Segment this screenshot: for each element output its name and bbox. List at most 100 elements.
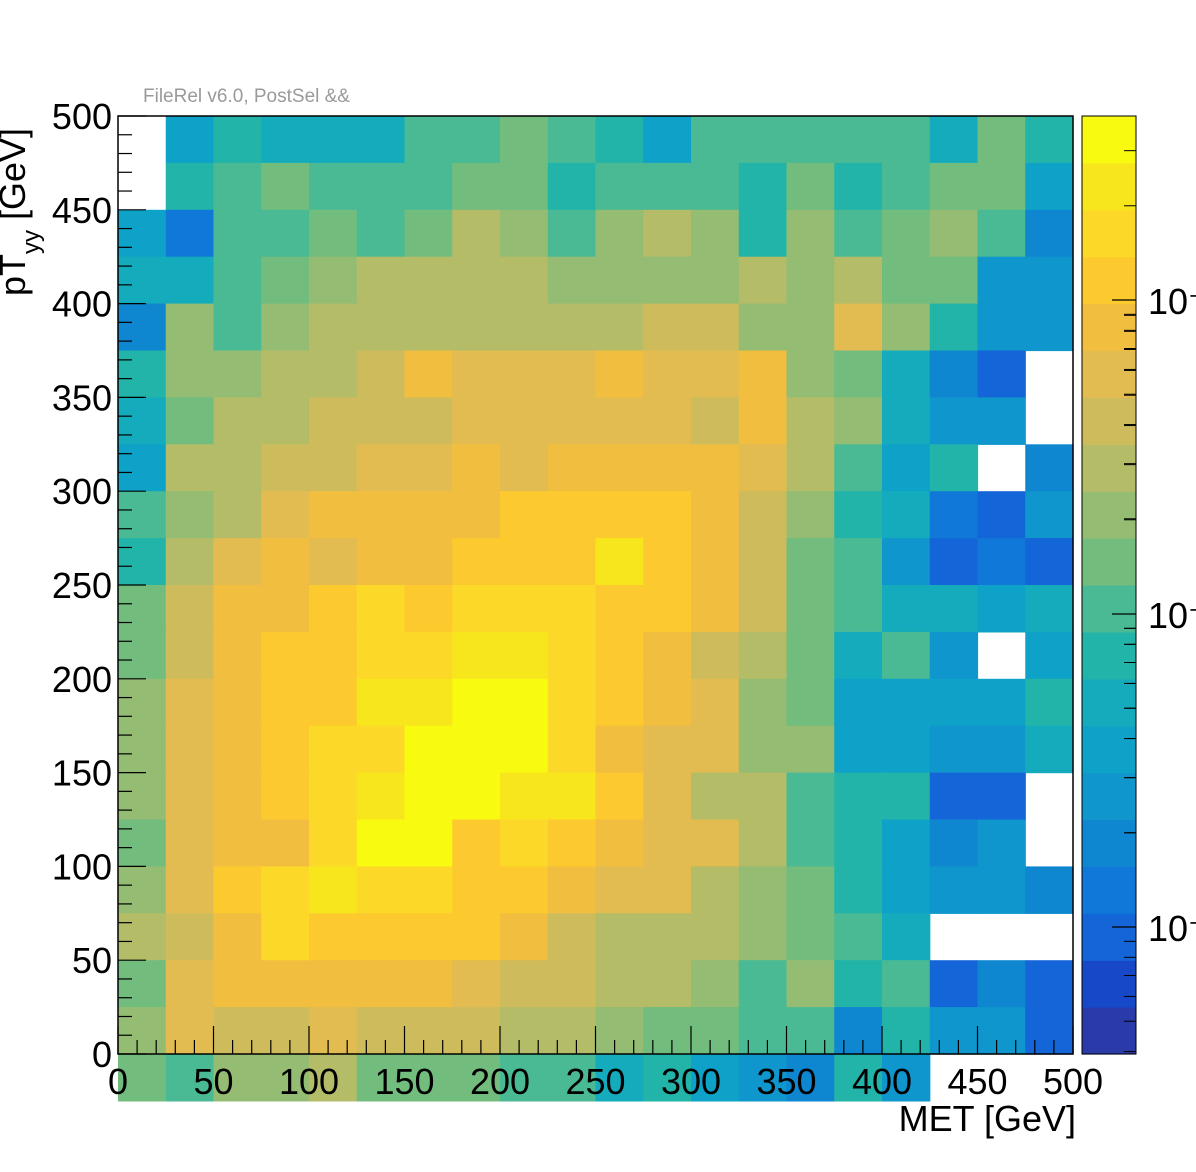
heatmap-cell — [1025, 162, 1074, 211]
colorbar-label: 10⁻ — [1148, 595, 1196, 636]
heatmap-cell — [977, 397, 1026, 445]
heatmap-cell — [165, 631, 215, 680]
heatmap-cell — [500, 209, 549, 258]
heatmap-cell — [595, 491, 644, 539]
y-axis: 0 50 100 150 200 250 300 350 400 450 500 — [52, 96, 146, 1075]
heatmap-cell — [165, 209, 215, 258]
heatmap-cell — [738, 913, 788, 961]
heatmap-cell — [261, 960, 310, 1008]
heatmap-cell — [356, 162, 406, 211]
heatmap-cell — [929, 866, 979, 914]
heatmap-cell — [165, 1054, 215, 1102]
heatmap-cell — [929, 444, 979, 492]
heatmap-cell — [404, 585, 453, 633]
y-axis-title: pTyy [GeV] — [0, 128, 45, 296]
colorbar-swatch — [1082, 162, 1136, 211]
heatmap-cell — [356, 303, 406, 352]
heatmap-cell — [738, 116, 788, 164]
colorbar-swatch — [1082, 1007, 1136, 1055]
heatmap-cell — [356, 1054, 406, 1102]
colorbar-label: 10⁻ — [1148, 281, 1196, 322]
heatmap-cell — [929, 162, 979, 211]
heatmap-cell — [643, 1054, 692, 1102]
heatmap-cell — [1025, 631, 1074, 680]
heatmap-cell — [929, 350, 979, 398]
heatmap-cell — [929, 209, 979, 258]
heatmap-cell — [261, 162, 310, 211]
heatmap-cell — [595, 678, 644, 727]
heatmap-cell — [929, 116, 979, 164]
heatmap-cell — [118, 678, 167, 727]
heatmap-cell — [165, 116, 215, 164]
y-axis-title-unit: [GeV] — [0, 128, 33, 230]
heatmap-cell — [261, 913, 310, 961]
heatmap-cell — [643, 725, 692, 774]
heatmap-cell — [882, 819, 931, 867]
heatmap-cell — [165, 444, 215, 492]
heatmap-cell — [118, 631, 167, 680]
heatmap-cell — [118, 1054, 167, 1102]
heatmap-cell — [691, 491, 740, 539]
heatmap-cell — [500, 350, 549, 398]
heatmap-cell — [165, 866, 215, 914]
heatmap-cell — [882, 960, 931, 1008]
heatmap-cell — [118, 397, 167, 445]
heatmap-cell — [356, 631, 406, 680]
heatmap-cell — [882, 678, 931, 727]
heatmap-cell — [834, 1054, 883, 1102]
heatmap-cell — [500, 631, 549, 680]
colorbar-swatch — [1082, 725, 1136, 774]
heatmap-cell — [547, 397, 597, 445]
heatmap-cell — [834, 960, 883, 1008]
heatmap-cell — [738, 491, 788, 539]
heatmap-cell — [500, 303, 549, 352]
heatmap-cell — [929, 538, 979, 586]
heatmap-cell — [977, 162, 1026, 211]
heatmap-cell — [213, 303, 262, 352]
heatmap-cell — [452, 631, 501, 680]
heatmap-cell — [165, 725, 215, 774]
heatmap-cell — [165, 397, 215, 445]
heatmap-cell — [834, 209, 883, 258]
heatmap-cell — [500, 162, 549, 211]
y-tick-label: 150 — [52, 753, 112, 794]
heatmap-cell — [738, 444, 788, 492]
heatmap-cell — [834, 116, 883, 164]
heatmap-cell — [1025, 538, 1074, 586]
heatmap-cell — [356, 725, 406, 774]
heatmap-cell — [882, 1007, 931, 1055]
heatmap-cell — [500, 678, 549, 727]
heatmap-cell — [643, 162, 692, 211]
heatmap-cell — [595, 960, 644, 1008]
x-tick-label: 350 — [756, 1061, 816, 1102]
colorbar-swatch — [1082, 960, 1136, 1008]
heatmap-cell — [261, 819, 310, 867]
heatmap-cell — [165, 303, 215, 352]
heatmap-cell — [452, 350, 501, 398]
heatmap-cell — [165, 960, 215, 1008]
heatmap-cell — [977, 585, 1026, 633]
colorbar-swatch — [1082, 491, 1136, 539]
heatmap-cell — [1025, 256, 1074, 305]
heatmap-cell — [882, 772, 931, 821]
heatmap-cell — [118, 538, 167, 586]
y-tick-label: 250 — [52, 565, 112, 606]
heatmap-cell — [977, 538, 1026, 586]
heatmap-cell — [691, 1054, 740, 1102]
heatmap-cell — [595, 116, 644, 164]
heatmap-cell — [309, 162, 358, 211]
x-tick-label: 300 — [661, 1061, 721, 1102]
x-tick-label: 100 — [279, 1061, 339, 1102]
y-tick-label: 450 — [52, 190, 112, 231]
heatmap-cell — [213, 1007, 262, 1055]
heatmap-cell — [309, 350, 358, 398]
colorbar-swatch — [1082, 631, 1136, 680]
heatmap-cell — [595, 913, 644, 961]
heatmap-cell — [691, 585, 740, 633]
heatmap-cell — [643, 772, 692, 821]
heatmap-cell — [500, 819, 549, 867]
heatmap-cell — [929, 1007, 979, 1055]
heatmap-cell — [261, 303, 310, 352]
heatmap-cell — [595, 538, 644, 586]
heatmap-cell — [738, 1007, 788, 1055]
